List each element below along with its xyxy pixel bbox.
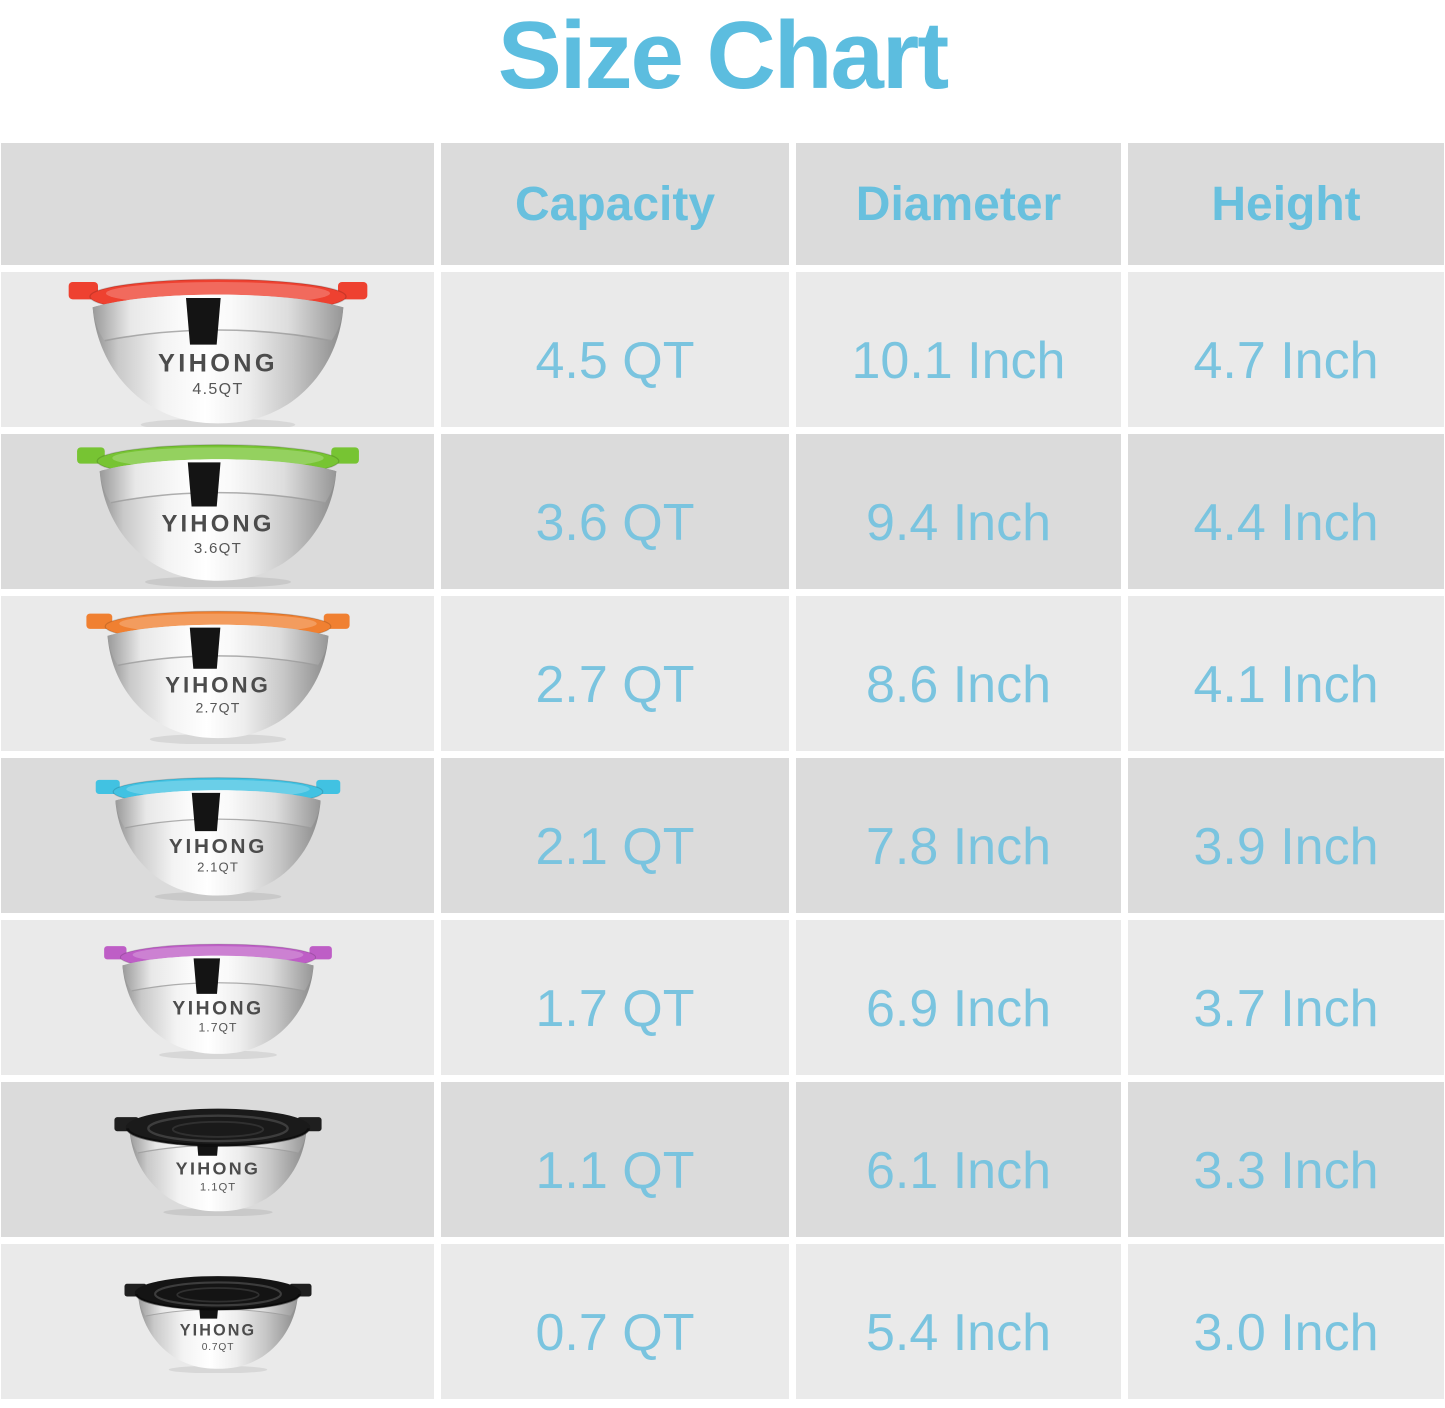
size-table: Capacity Diameter Height YIHONG 4.5QT 4.… — [0, 143, 1445, 1399]
bowl-brand-text: YIHONG — [179, 1321, 255, 1339]
bowl-image-cell: YIHONG 1.1QT — [1, 1082, 434, 1237]
bowl-size-text: 2.1QT — [197, 860, 239, 875]
bowl-image-green-lid: YIHONG 3.6QT — [76, 444, 359, 587]
bowl-image-blue-lid: YIHONG 2.1QT — [95, 777, 340, 901]
bowl-brand-text: YIHONG — [175, 1159, 260, 1179]
diameter-value: 6.1 Inch — [796, 1082, 1121, 1237]
bowl-body: YIHONG 3.6QT — [99, 459, 336, 587]
bowl-body: YIHONG 1.7QT — [121, 955, 314, 1059]
bowl-size-text: 1.1QT — [199, 1182, 235, 1194]
diameter-value: 10.1 Inch — [796, 272, 1121, 427]
capacity-value: 1.1 QT — [441, 1082, 789, 1237]
height-value: 3.7 Inch — [1128, 920, 1444, 1075]
bowl-image-orange-lid: YIHONG 2.7QT — [85, 610, 350, 744]
capacity-value: 2.7 QT — [441, 596, 789, 751]
bowl-size-text: 4.5QT — [192, 381, 243, 398]
height-value: 4.7 Inch — [1128, 272, 1444, 427]
bowl-image-cell: YIHONG 3.6QT — [1, 434, 434, 589]
bowl-body: YIHONG 2.1QT — [114, 790, 321, 901]
bowl-lid — [124, 1275, 311, 1311]
image-column-header — [1, 143, 434, 265]
bowl-reflection — [189, 627, 220, 669]
capacity-value: 1.7 QT — [441, 920, 789, 1075]
bowl-lid — [113, 1108, 322, 1147]
height-value: 4.1 Inch — [1128, 596, 1444, 751]
bowl-image-purple-lid: YIHONG 1.7QT — [103, 943, 332, 1059]
bowl-body: YIHONG 4.5QT — [92, 294, 343, 427]
bowl-body: YIHONG 2.7QT — [107, 624, 328, 744]
bowl-image-black-lid: YIHONG 1.1QT — [113, 1108, 322, 1216]
bowl-brand-text: YIHONG — [168, 835, 266, 858]
bowl-reflection — [193, 957, 220, 994]
bowl-reflection — [185, 297, 221, 345]
diameter-value: 6.9 Inch — [796, 920, 1121, 1075]
bowl-brand-text: YIHONG — [165, 672, 271, 697]
page-title: Size Chart — [497, 2, 949, 109]
capacity-value: 2.1 QT — [441, 758, 789, 913]
bowl-size-text: 0.7QT — [201, 1342, 234, 1353]
diameter-value: 7.8 Inch — [796, 758, 1121, 913]
height-value: 3.0 Inch — [1128, 1244, 1444, 1399]
diameter-value: 9.4 Inch — [796, 434, 1121, 589]
capacity-value: 3.6 QT — [441, 434, 789, 589]
height-value: 3.9 Inch — [1128, 758, 1444, 913]
column-header-diameter: Diameter — [796, 143, 1121, 265]
bowl-image-cell: YIHONG 2.7QT — [1, 596, 434, 751]
column-header-height: Height — [1128, 143, 1444, 265]
height-value: 4.4 Inch — [1128, 434, 1444, 589]
capacity-value: 4.5 QT — [441, 272, 789, 427]
bowl-image-red-lid: YIHONG 4.5QT — [68, 278, 367, 427]
bowl-image-cell: YIHONG 1.7QT — [1, 920, 434, 1075]
bowl-image-cell: YIHONG 4.5QT — [1, 272, 434, 427]
bowl-size-text: 2.7QT — [195, 699, 240, 715]
bowl-image-cell: YIHONG 0.7QT — [1, 1244, 434, 1399]
bowl-image-black-lid: YIHONG 0.7QT — [124, 1275, 311, 1373]
bowl-reflection — [187, 462, 221, 507]
bowl-image-cell: YIHONG 2.1QT — [1, 758, 434, 913]
bowl-size-text: 1.7QT — [198, 1020, 237, 1034]
bowl-brand-text: YIHONG — [161, 511, 274, 538]
height-value: 3.3 Inch — [1128, 1082, 1444, 1237]
column-header-capacity: Capacity — [441, 143, 789, 265]
bowl-brand-text: YIHONG — [172, 998, 263, 1019]
bowl-reflection — [191, 792, 220, 832]
diameter-value: 8.6 Inch — [796, 596, 1121, 751]
bowl-brand-text: YIHONG — [158, 349, 278, 377]
diameter-value: 5.4 Inch — [796, 1244, 1121, 1399]
bowl-size-text: 3.6QT — [193, 540, 241, 557]
capacity-value: 0.7 QT — [441, 1244, 789, 1399]
